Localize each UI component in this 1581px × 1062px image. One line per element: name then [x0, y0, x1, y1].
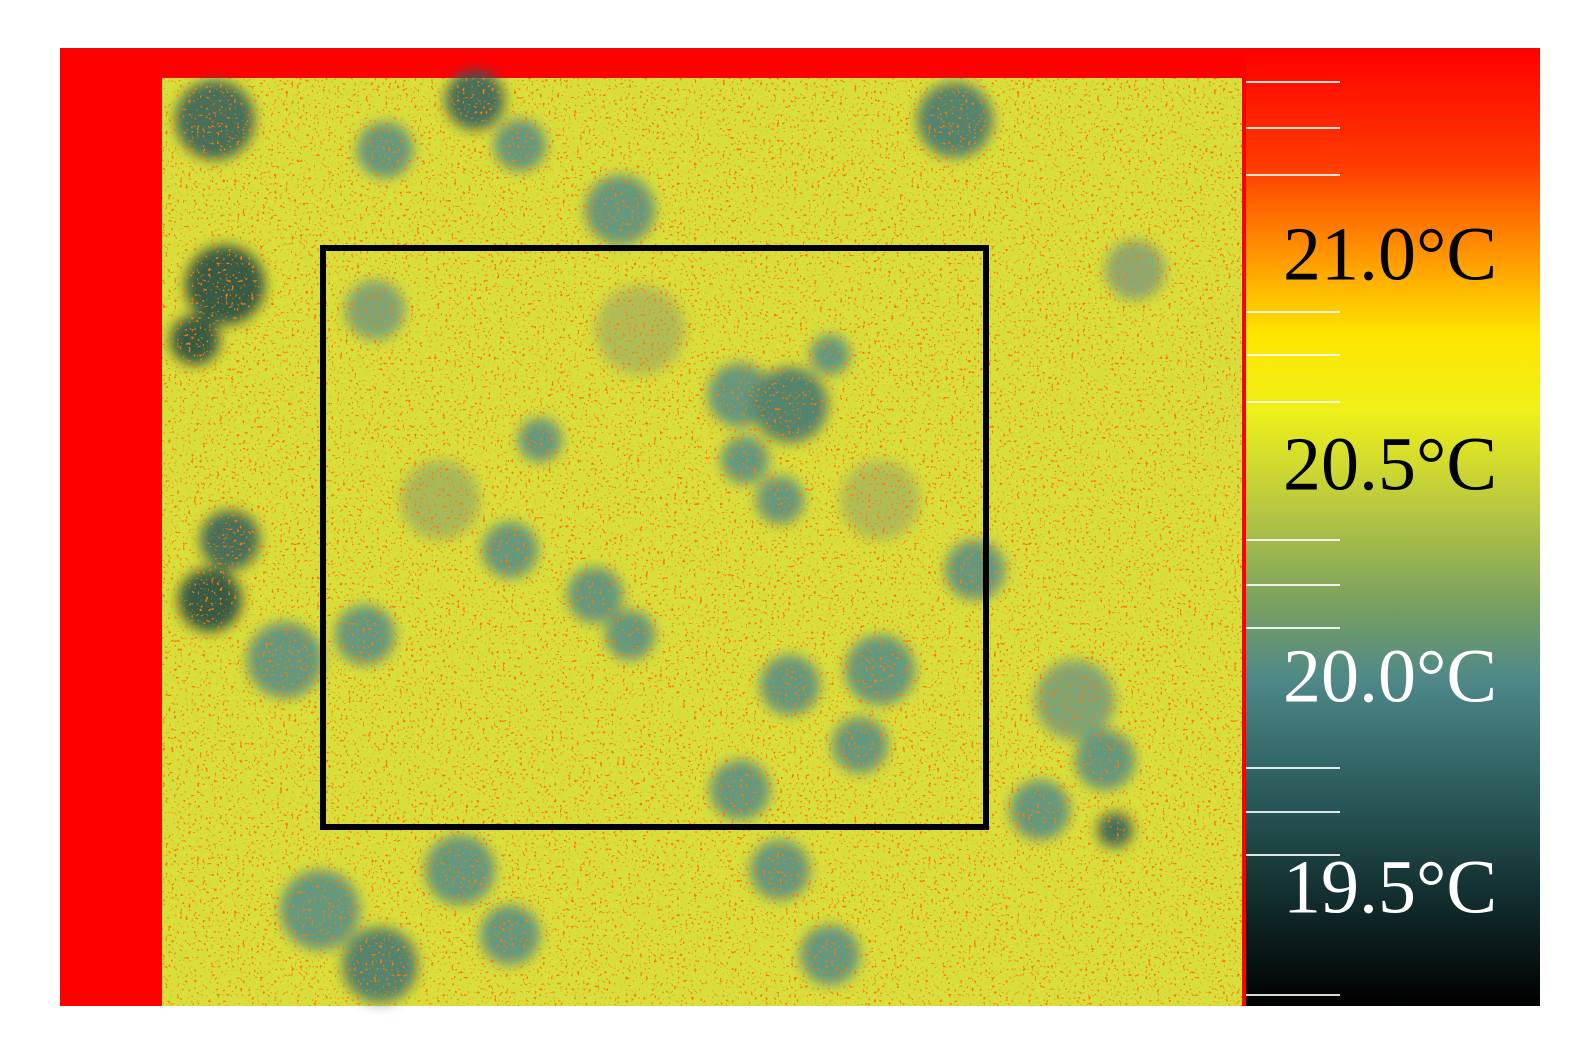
hot-speckles: [162, 78, 1242, 1006]
colorbar-label: 20.0°C: [1283, 634, 1497, 718]
colorbar: 21.0°C 20.5°C 20.0°C 19.5°C: [1246, 48, 1540, 1006]
colorbar-label: 20.5°C: [1283, 422, 1497, 506]
region-of-interest: [320, 245, 989, 830]
colorbar-ticks: [1246, 81, 1340, 996]
colorbar-gradient: [1246, 48, 1540, 1006]
colorbar-label: 19.5°C: [1283, 845, 1497, 929]
colorbar-label: 21.0°C: [1283, 212, 1497, 296]
thermal-image: [60, 48, 1246, 1006]
